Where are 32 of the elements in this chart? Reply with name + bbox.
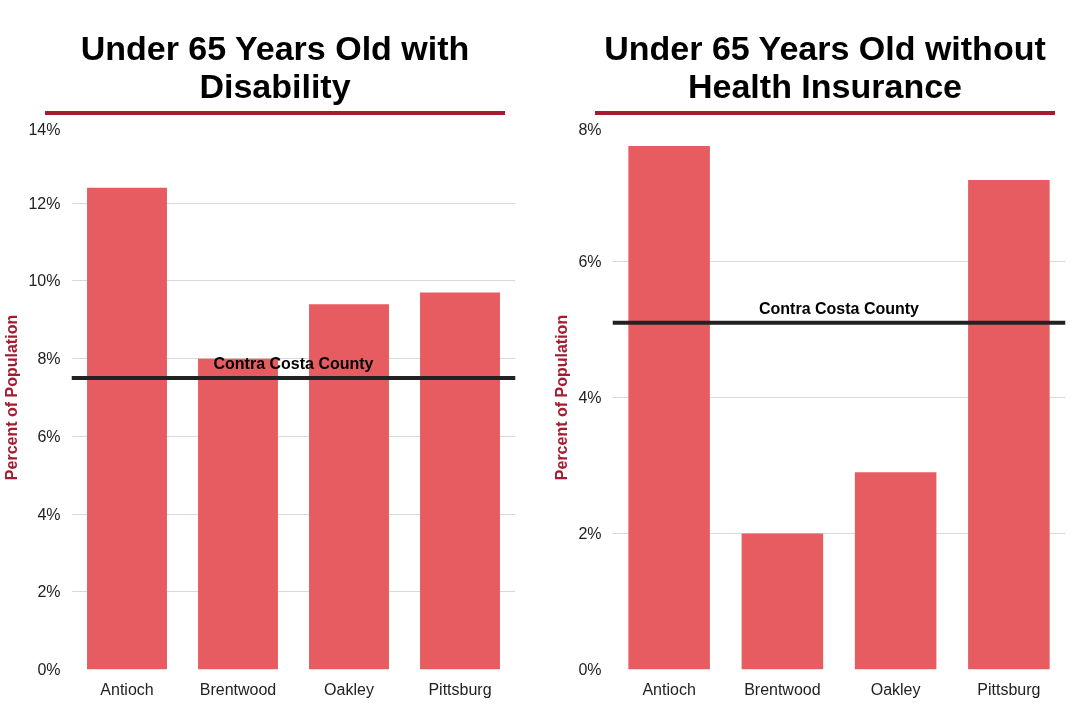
y-tick-label: 10%	[28, 272, 61, 290]
y-tick-label: 6%	[578, 253, 602, 270]
y-tick-label: 2%	[37, 583, 61, 601]
y-tick-label: 8%	[37, 350, 61, 368]
x-tick-label: Antioch	[642, 680, 696, 698]
x-tick-label: Pittsburg	[428, 680, 492, 698]
bar	[741, 533, 824, 670]
chart-title: Under 65 Years Old without Health Insurance	[603, 29, 1047, 105]
y-tick-label: 2%	[578, 525, 602, 542]
bar	[87, 187, 167, 670]
bar	[968, 179, 1050, 670]
bar	[420, 292, 500, 670]
y-tick-label: 4%	[37, 505, 61, 523]
y-tick-label: 0%	[37, 661, 61, 678]
x-tick-label: Oakley	[870, 680, 921, 698]
y-axis-title: Percent of Population	[3, 314, 21, 481]
ref-line-label: Contra Costa County	[759, 299, 920, 317]
x-tick-label: Antioch	[100, 680, 154, 698]
bar	[628, 145, 710, 670]
chart-title: Under 65 Years Old with Disability	[79, 29, 471, 105]
x-tick-label: Oakley	[324, 680, 374, 698]
x-tick-label: Brentwood	[199, 680, 277, 698]
x-tick-label: Pittsburg	[977, 680, 1041, 698]
y-tick-label: 12%	[28, 194, 61, 212]
bar	[854, 472, 937, 670]
y-tick-label: 8%	[578, 120, 602, 138]
y-axis-title: Percent of Population	[553, 314, 571, 481]
y-tick-label: 4%	[578, 389, 602, 406]
y-tick-label: 6%	[37, 427, 61, 445]
y-tick-label: 14%	[28, 120, 61, 138]
x-tick-label: Brentwood	[744, 680, 821, 698]
y-tick-label: 0%	[578, 661, 602, 678]
